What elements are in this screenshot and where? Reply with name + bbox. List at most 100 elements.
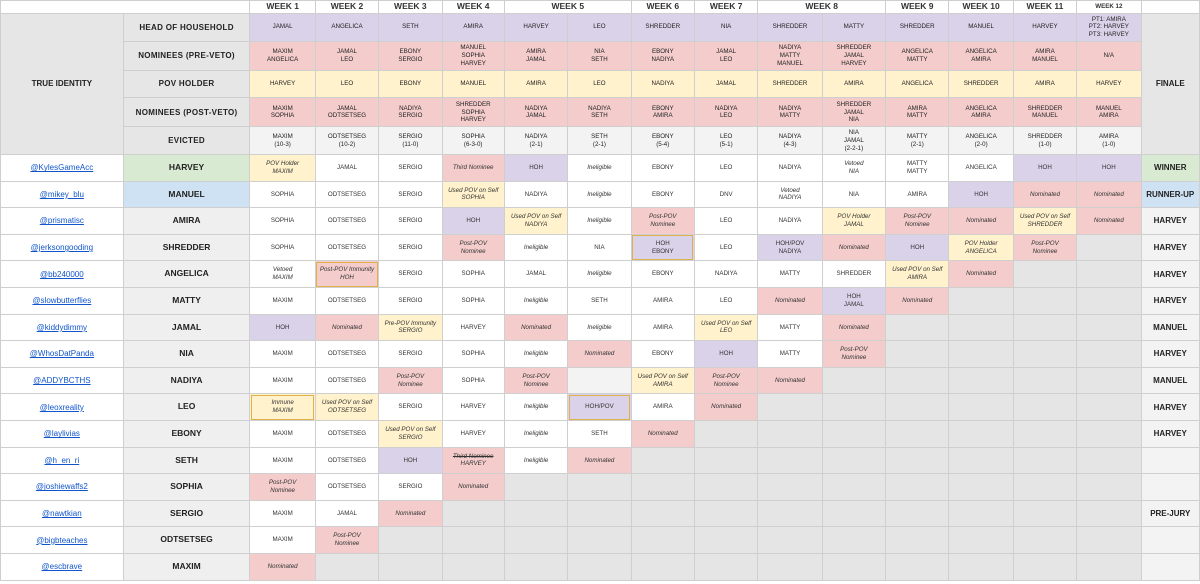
eliminated-cell (821, 366, 887, 395)
player-week-cell: Nominated (503, 313, 569, 342)
handle-link[interactable]: @laylivias (43, 429, 80, 439)
player-week-cell: ODTSETSEG (314, 446, 380, 475)
finale-outcome: HARVEY (1140, 340, 1200, 368)
handle-link[interactable]: @WhosDatPanda (29, 349, 94, 359)
handle-link[interactable]: @bigbteaches (36, 535, 88, 545)
handle-link[interactable]: @mikey_blu (39, 189, 84, 199)
handle-link[interactable]: @bb240000 (39, 269, 84, 279)
player-week-cell: Nominated (567, 446, 632, 475)
finale-outcome (1140, 526, 1200, 554)
player-week-cell: SERGIO (378, 287, 443, 315)
player-handle-link[interactable]: @escbrave (0, 552, 124, 581)
player-week-cell: Used POV on Self SHREDDER (1012, 207, 1078, 235)
evicted-cell: EBONY (5-4) (630, 126, 695, 156)
handle-link[interactable]: @escbrave (41, 562, 83, 572)
player-week-cell: Used POV on Self NADIYA (503, 207, 569, 235)
handle-link[interactable]: @h_en_ri (44, 455, 80, 465)
player-handle-link[interactable]: @h_en_ri (0, 446, 124, 475)
handle-link[interactable]: @leoxreality (39, 402, 84, 412)
nom-pre-cell: SHREDDER JAMAL HARVEY (821, 40, 887, 71)
player-week-cell: SERGIO (378, 180, 443, 209)
eliminated-cell (948, 499, 1014, 528)
handle-link[interactable]: @jerksongooding (30, 243, 94, 253)
eliminated-cell (948, 313, 1014, 342)
player-week-cell: SOPHIA (441, 287, 505, 315)
pov-cell: AMIRA (821, 69, 887, 99)
player-week-cell: JAMAL (314, 154, 380, 182)
player-name: SHREDDER (122, 233, 251, 262)
eliminated-cell (630, 473, 695, 501)
hoh-cell: MANUEL (948, 13, 1014, 42)
hoh-cell: PT1: AMIRA PT2: HARVEY PT3: HARVEY (1076, 13, 1142, 42)
player-handle-link[interactable]: @bigbteaches (0, 526, 124, 554)
eliminated-cell (503, 552, 569, 581)
pov-cell: AMIRA (1012, 69, 1078, 99)
handle-link[interactable]: @nawtkian (42, 508, 82, 518)
player-name: AMIRA (122, 207, 251, 235)
player-week-cell: Post-POV Nominee (378, 366, 443, 395)
eliminated-cell (1076, 313, 1142, 342)
handle-link[interactable]: @ADDYBCTHS (33, 376, 91, 386)
handle-link[interactable]: @kiddydimmy (36, 322, 88, 332)
nom-post-cell: EBONY AMIRA (630, 97, 695, 128)
nom-pre-cell: MAXIM ANGELICA (249, 40, 316, 71)
handle-link[interactable]: @joshiewaffs2 (35, 482, 88, 492)
player-handle-link[interactable]: @kiddydimmy (0, 313, 124, 342)
player-week-cell: HOH EBONY (630, 233, 695, 262)
row-label-nom-pre: NOMINEES (PRE-VETO) (122, 40, 251, 71)
eliminated-cell (1012, 420, 1078, 448)
player-handle-link[interactable]: @joshiewaffs2 (0, 473, 124, 501)
player-week-cell: SERGIO (378, 207, 443, 235)
player-handle-link[interactable]: @ADDYBCTHS (0, 366, 124, 395)
player-week-cell: Ineligible (567, 313, 632, 342)
player-handle-link[interactable]: @laylivias (0, 420, 124, 448)
player-week-cell: SETH (567, 287, 632, 315)
eliminated-cell (567, 552, 632, 581)
player-handle-link[interactable]: @bb240000 (0, 260, 124, 289)
eliminated-cell (693, 552, 759, 581)
handle-link[interactable]: @KylesGameAcc (30, 163, 94, 173)
player-week-cell (567, 366, 632, 395)
eliminated-cell (1076, 499, 1142, 528)
player-name: SERGIO (122, 499, 251, 528)
eliminated-cell (885, 393, 950, 421)
evicted-cell: ODTSETSEG (10-2) (314, 126, 380, 156)
player-week-cell: EBONY (630, 340, 695, 368)
player-handle-link[interactable]: @leoxreality (0, 393, 124, 421)
player-week-cell: EBONY (630, 260, 695, 289)
player-week-cell: Vetoed NIA (821, 154, 887, 182)
player-handle-link[interactable]: @slowbutterflies (0, 287, 124, 315)
hoh-cell: SHREDDER (630, 13, 695, 42)
player-week-cell: DNV (693, 180, 759, 209)
eliminated-cell (1076, 420, 1142, 448)
player-week-cell: HOH/POV NADIYA (757, 233, 823, 262)
hoh-cell: NIA (693, 13, 759, 42)
player-week-cell: SERGIO (378, 260, 443, 289)
evicted-cell: NIA JAMAL (2-2-1) (821, 126, 887, 156)
hoh-cell: SHREDDER (757, 13, 823, 42)
handle-link[interactable]: @slowbutterflies (32, 296, 92, 306)
eliminated-cell (1012, 393, 1078, 421)
eliminated-cell (378, 526, 443, 554)
player-week-cell: HARVEY (441, 313, 505, 342)
player-handle-link[interactable]: @WhosDatPanda (0, 340, 124, 368)
eliminated-cell (757, 552, 823, 581)
eliminated-cell (441, 499, 505, 528)
player-week-cell: Vetoed NADIYA (757, 180, 823, 209)
player-handle-link[interactable]: @jerksongooding (0, 233, 124, 262)
player-handle-link[interactable]: @nawtkian (0, 499, 124, 528)
player-week-cell: ODTSETSEG (314, 340, 380, 368)
player-handle-link[interactable]: @prismatisc (0, 207, 124, 235)
finale-outcome (1140, 473, 1200, 501)
nom-post-cell: ANGELICA AMIRA (948, 97, 1014, 128)
handle-link[interactable]: @prismatisc (39, 216, 84, 226)
eliminated-cell (821, 473, 887, 501)
eliminated-cell (1012, 473, 1078, 501)
player-handle-link[interactable]: @KylesGameAcc (0, 154, 124, 182)
nom-pre-cell: MANUEL SOPHIA HARVEY (441, 40, 505, 71)
player-week-cell: MATTY (757, 340, 823, 368)
eliminated-cell (1076, 446, 1142, 475)
player-week-cell: Vetoed MAXIM (249, 260, 316, 289)
player-handle-link[interactable]: @mikey_blu (0, 180, 124, 209)
player-week-cell: SETH (567, 420, 632, 448)
